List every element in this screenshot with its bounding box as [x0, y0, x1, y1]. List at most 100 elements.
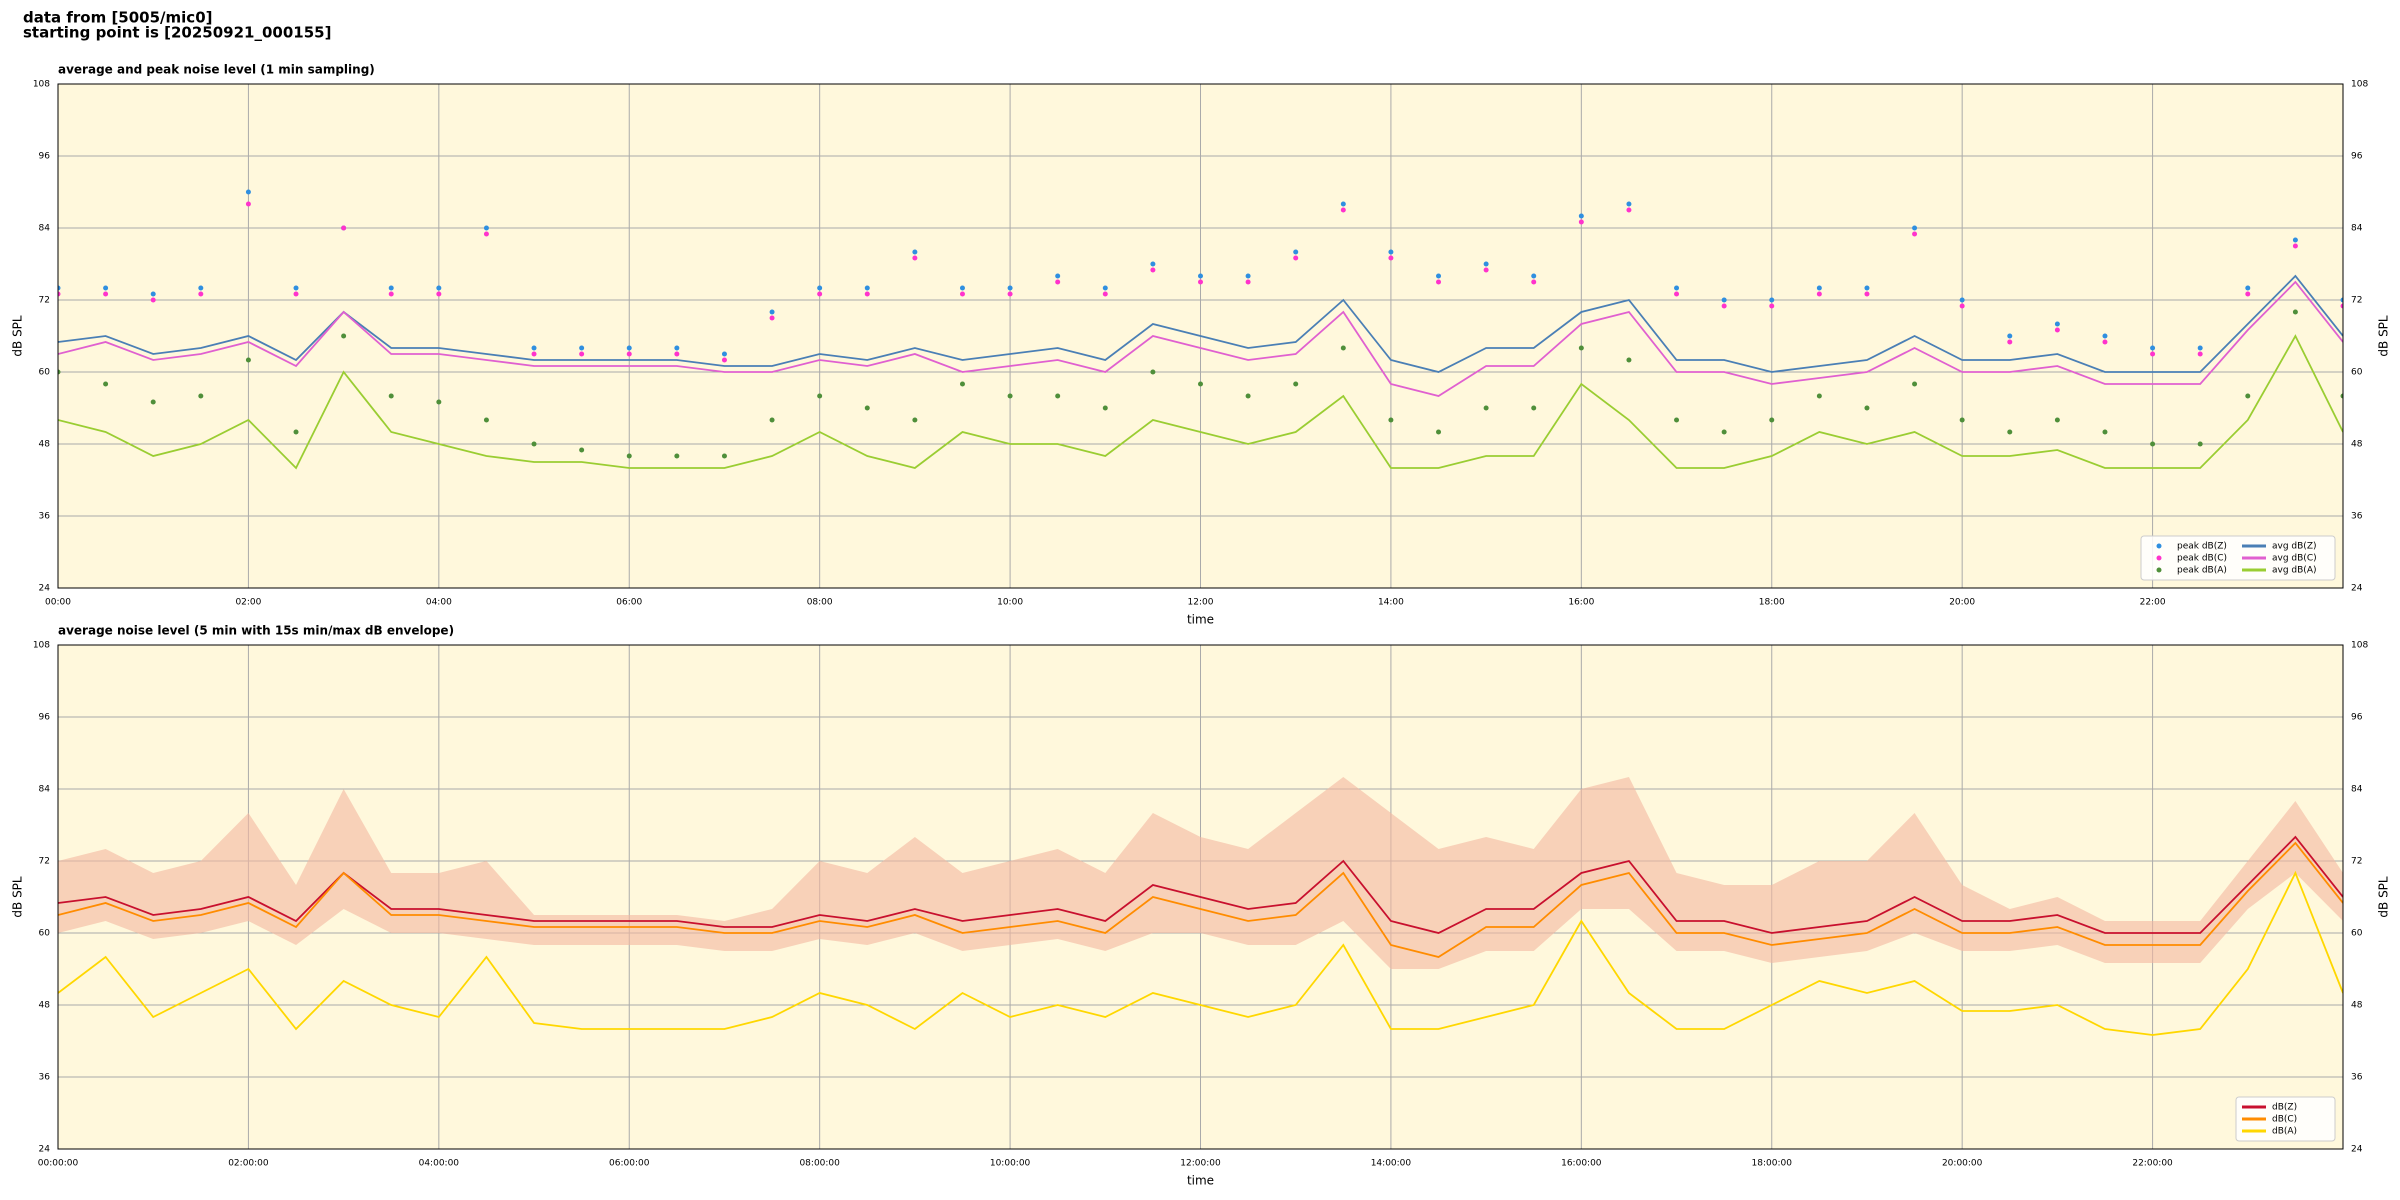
legend-label: avg dB(C)	[2272, 554, 2317, 564]
peak-point	[2245, 393, 2251, 399]
x-tick-label: 04:00	[426, 598, 452, 608]
y-tick-label: 48	[39, 440, 51, 450]
peak-point	[198, 291, 204, 297]
peak-point	[1959, 303, 1965, 309]
peak-point	[1578, 213, 1584, 219]
peak-point	[1102, 405, 1108, 411]
peak-point	[198, 285, 204, 291]
peak-point	[103, 285, 109, 291]
y2-tick-label: 96	[2351, 152, 2363, 162]
peak-point	[1055, 279, 1061, 285]
peak-point	[864, 285, 870, 291]
x-tick-label: 12:00	[1188, 598, 1214, 608]
legend-label: peak dB(Z)	[2177, 542, 2227, 552]
peak-point	[769, 315, 775, 321]
x-tick-label: 12:00:00	[1180, 1159, 1221, 1169]
y2-tick-label: 36	[2351, 512, 2363, 522]
peak-point	[1388, 417, 1394, 423]
peak-point	[1007, 285, 1013, 291]
x-tick-label: 02:00:00	[228, 1159, 269, 1169]
y2-axis-label: dB SPL	[2377, 876, 2391, 918]
plot-area	[58, 189, 2343, 470]
peak-point	[2102, 339, 2108, 345]
y2-tick-label: 36	[2351, 1073, 2363, 1083]
peak-point	[1816, 285, 1822, 291]
legend-label: dB(C)	[2272, 1115, 2297, 1125]
peak-point	[2292, 237, 2298, 243]
peak-point	[2292, 309, 2298, 315]
y2-tick-label: 108	[2351, 641, 2368, 651]
y2-tick-label: 84	[2351, 785, 2363, 795]
panel-title: average and peak noise level (1 min samp…	[58, 63, 375, 77]
peak-point	[912, 255, 918, 261]
peak-point	[1245, 273, 1251, 279]
peak-point	[959, 381, 965, 387]
peak-point	[1055, 393, 1061, 399]
peak-point	[579, 447, 585, 453]
x-tick-label: 22:00	[2140, 598, 2166, 608]
y-tick-label: 36	[39, 1073, 51, 1083]
y2-tick-label: 72	[2351, 296, 2362, 306]
y2-tick-label: 84	[2351, 224, 2363, 234]
x-tick-label: 10:00:00	[990, 1159, 1031, 1169]
legend-label: peak dB(A)	[2177, 566, 2227, 576]
peak-point	[150, 291, 156, 297]
y2-axis-label: dB SPL	[2377, 315, 2391, 357]
peak-point	[721, 351, 727, 357]
y2-tick-label: 72	[2351, 857, 2362, 867]
legend-box	[2140, 535, 2336, 581]
peak-point	[2197, 351, 2203, 357]
x-tick-label: 06:00:00	[609, 1159, 650, 1169]
peak-point	[1245, 393, 1251, 399]
y2-tick-label: 48	[2351, 1001, 2363, 1011]
y-tick-label: 60	[39, 368, 51, 378]
peak-point	[2340, 297, 2343, 303]
x-axis-label: time	[1187, 1174, 1214, 1188]
y2-tick-label: 108	[2351, 80, 2368, 90]
y2-tick-label: 96	[2351, 713, 2363, 723]
peak-point	[293, 285, 299, 291]
peak-point	[103, 291, 109, 297]
peak-point	[2102, 429, 2108, 435]
series-line	[58, 274, 2343, 373]
y-tick-label: 72	[39, 857, 50, 867]
peak-point	[817, 393, 823, 399]
peak-point	[1436, 273, 1442, 279]
peak-point	[912, 249, 918, 255]
peak-point	[1578, 219, 1584, 225]
peak-point	[959, 285, 965, 291]
y-tick-label: 84	[39, 224, 51, 234]
peak-point	[1436, 279, 1442, 285]
peak-point	[817, 285, 823, 291]
peak-point	[2054, 321, 2060, 327]
legend-marker	[2156, 543, 2162, 549]
peak-point	[1626, 207, 1632, 213]
peak-point	[150, 399, 156, 405]
peak-point	[1293, 249, 1299, 255]
legend-marker	[2156, 555, 2162, 561]
x-tick-label: 18:00:00	[1752, 1159, 1793, 1169]
panel: average and peak noise level (1 min samp…	[11, 63, 2391, 627]
peak-point	[1007, 291, 1013, 297]
y2-tick-label: 24	[2351, 1145, 2363, 1155]
peak-point	[2197, 345, 2203, 351]
x-tick-label: 20:00:00	[1942, 1159, 1983, 1169]
peak-point	[103, 381, 109, 387]
peak-point	[58, 285, 61, 291]
peak-point	[1578, 345, 1584, 351]
y-tick-label: 48	[39, 1001, 51, 1011]
y2-tick-label: 24	[2351, 584, 2363, 594]
peak-point	[1674, 285, 1680, 291]
y-tick-label: 24	[39, 584, 51, 594]
panel: average noise level (5 min with 15s min/…	[11, 624, 2391, 1188]
peak-point	[2150, 351, 2156, 357]
x-tick-label: 20:00	[1949, 598, 1975, 608]
x-tick-label: 02:00	[235, 598, 261, 608]
peak-point	[2150, 345, 2156, 351]
peak-point	[1912, 381, 1918, 387]
y-tick-label: 72	[39, 296, 50, 306]
peak-point	[2340, 303, 2343, 309]
peak-point	[1340, 201, 1346, 207]
legend-label: dB(Z)	[2272, 1103, 2297, 1113]
header-line: data from [5005/mic0]	[23, 9, 213, 27]
